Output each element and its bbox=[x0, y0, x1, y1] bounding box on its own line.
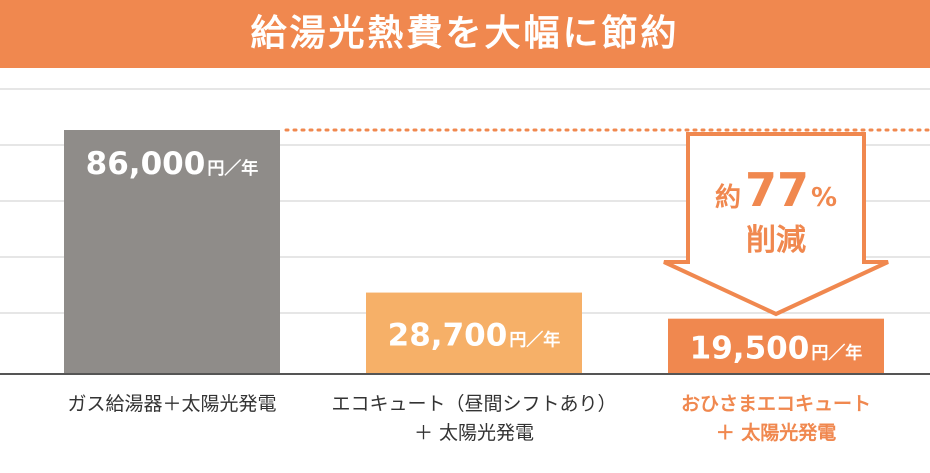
reduction-arrow: 約77% 削減 bbox=[663, 132, 889, 317]
category-label: おひさまエコキュート bbox=[681, 393, 871, 415]
bar-3 bbox=[668, 318, 884, 374]
bar-value-label: 19,500 円／年 bbox=[690, 330, 863, 366]
bar-1 bbox=[64, 130, 280, 374]
category-label-line2: ＋ 太陽光発電 bbox=[414, 422, 534, 444]
bar-value-label: 86,000 円／年 bbox=[86, 146, 259, 182]
category-label-line2: ＋ 太陽光発電 bbox=[716, 421, 837, 444]
title-banner bbox=[0, 0, 930, 68]
chart-title: 給湯光熱費を大幅に節約 bbox=[250, 13, 680, 54]
category-label: エコキュート（昼間シフトあり） bbox=[331, 393, 616, 415]
bar-value-label: 28,700 円／年 bbox=[388, 317, 561, 353]
category-label: ガス給湯器＋太陽光発電 bbox=[67, 393, 276, 415]
bar-2 bbox=[366, 292, 582, 374]
reduction-label-text: 削減 bbox=[746, 223, 806, 258]
reduction-percent-text: 約77% bbox=[715, 163, 837, 217]
